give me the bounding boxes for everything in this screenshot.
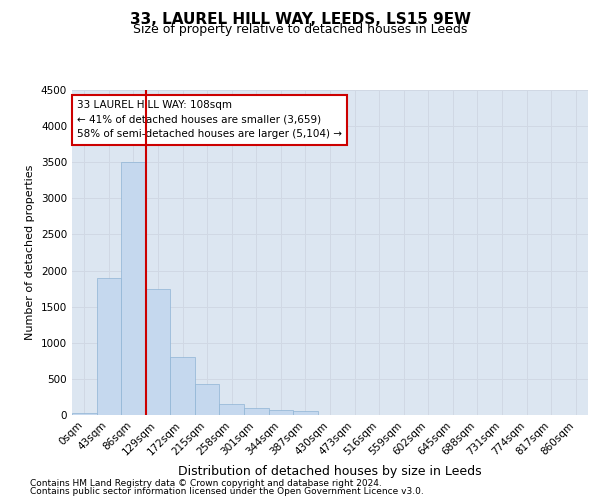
Bar [293, 411, 318, 415]
Bar [121, 162, 146, 415]
X-axis label: Distribution of detached houses by size in Leeds: Distribution of detached houses by size … [178, 465, 482, 478]
Text: 33, LAUREL HILL WAY, LEEDS, LS15 9EW: 33, LAUREL HILL WAY, LEEDS, LS15 9EW [130, 12, 470, 28]
Bar [244, 408, 269, 415]
Text: Contains public sector information licensed under the Open Government Licence v3: Contains public sector information licen… [30, 487, 424, 496]
Y-axis label: Number of detached properties: Number of detached properties [25, 165, 35, 340]
Text: 33 LAUREL HILL WAY: 108sqm
← 41% of detached houses are smaller (3,659)
58% of s: 33 LAUREL HILL WAY: 108sqm ← 41% of deta… [77, 100, 342, 140]
Bar [170, 357, 195, 415]
Bar [195, 384, 220, 415]
Text: Size of property relative to detached houses in Leeds: Size of property relative to detached ho… [133, 22, 467, 36]
Bar [97, 278, 121, 415]
Bar [72, 413, 97, 415]
Text: Contains HM Land Registry data © Crown copyright and database right 2024.: Contains HM Land Registry data © Crown c… [30, 478, 382, 488]
Bar [220, 404, 244, 415]
Bar [269, 410, 293, 415]
Bar [146, 288, 170, 415]
